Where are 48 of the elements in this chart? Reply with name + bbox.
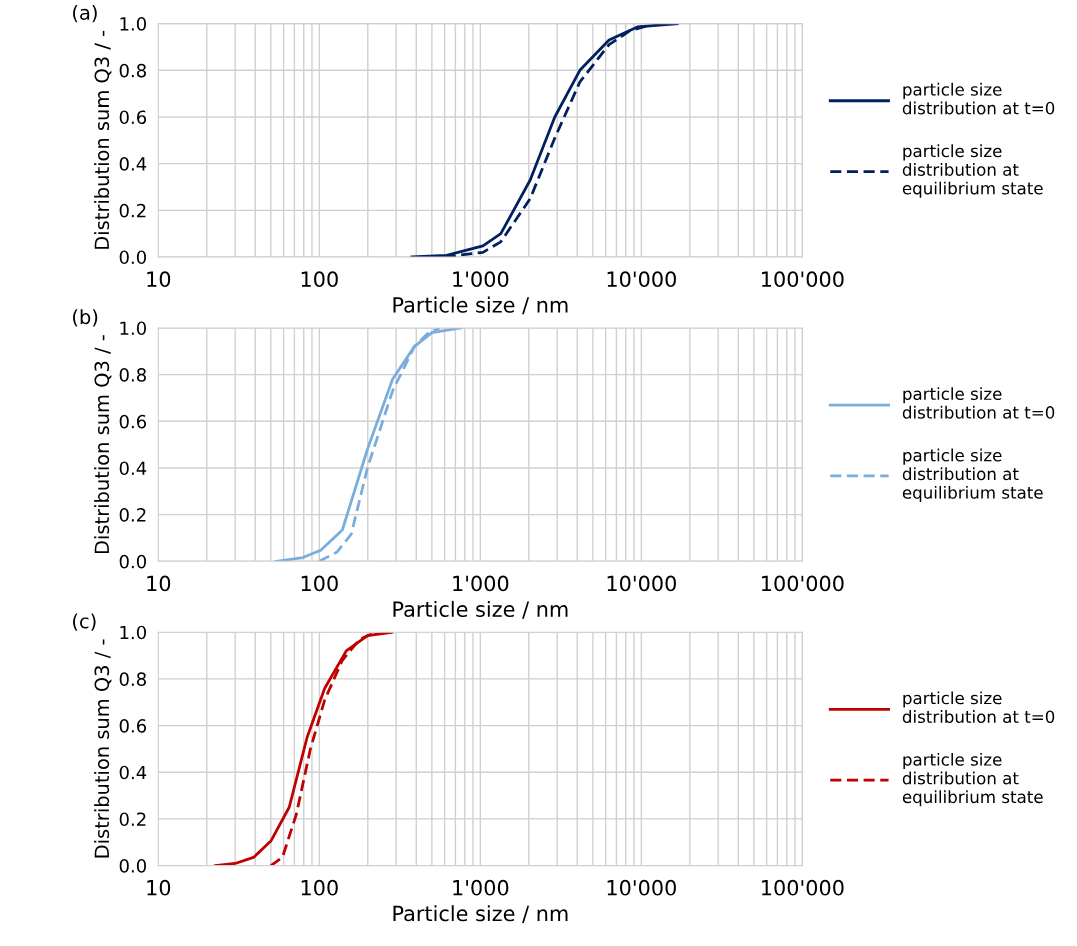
x-tick-label: 100'000 [762, 271, 844, 288]
y-tick-label: 1.0 [120, 625, 147, 640]
x-tick-label: 10 [147, 575, 171, 592]
x-tick-label: 100'000 [762, 575, 844, 592]
x-tick-label: 1'000 [453, 879, 509, 896]
y-axis-title: Distribution sum Q3 / - [94, 335, 112, 554]
legend-label: particle size distribution at equilibrium state [902, 752, 1043, 807]
x-tick-label: 100 [301, 271, 338, 288]
y-axis-title: Distribution sum Q3 / - [94, 30, 112, 249]
y-tick-label: 0.2 [119, 812, 146, 827]
y-tick-label: 0.2 [119, 203, 146, 218]
y-axis-title: Distribution sum Q3 / - [94, 639, 112, 858]
x-tick-label: 10 [147, 879, 171, 896]
y-tick-label: 1.0 [120, 17, 147, 31]
y-tick-label: 0.0 [119, 250, 147, 265]
y-tick-label: 0.8 [119, 63, 146, 78]
y-tick-label: 0.6 [119, 719, 147, 733]
x-tick-label: 1'000 [453, 271, 509, 288]
x-tick-label: 10'000 [607, 575, 676, 592]
y-tick-label: 0.4 [119, 461, 147, 476]
y-tick-label: 0.0 [119, 859, 147, 873]
x-tick-label: 10'000 [607, 271, 676, 288]
y-tick-label: 0.6 [119, 110, 147, 125]
x-tick-label: 1'000 [453, 575, 509, 592]
x-axis-title: Particle size / nm [393, 905, 568, 923]
y-tick-label: 0.2 [119, 508, 146, 522]
x-axis-title: Particle size / nm [393, 600, 568, 619]
legend-label: particle size distribution at t=0 [902, 387, 1055, 419]
legend-label: particle size distribution at equilibrium state [902, 448, 1043, 503]
x-tick-label: 10 [147, 271, 171, 288]
y-tick-label: 0.8 [119, 672, 146, 687]
legend-label: particle size distribution at t=0 [902, 691, 1055, 724]
chart-title: (a) [73, 4, 97, 23]
x-tick-label: 100 [301, 575, 338, 592]
legend-label: particle size distribution at equilibrium state [902, 144, 1043, 198]
y-tick-label: 1.0 [120, 321, 147, 336]
chart-title: (c) [73, 613, 96, 631]
y-tick-label: 0.8 [119, 368, 146, 382]
x-tick-label: 10'000 [607, 879, 676, 896]
x-tick-label: 100'000 [762, 879, 844, 896]
y-tick-label: 0.0 [119, 554, 147, 569]
y-tick-label: 0.6 [119, 414, 147, 429]
x-axis-title: Particle size / nm [393, 296, 568, 315]
chart-title: (b) [73, 309, 98, 327]
x-tick-label: 100 [301, 879, 338, 896]
legend-label: particle size distribution at t=0 [902, 82, 1055, 115]
y-tick-label: 0.4 [119, 157, 147, 171]
y-tick-label: 0.4 [119, 765, 147, 780]
